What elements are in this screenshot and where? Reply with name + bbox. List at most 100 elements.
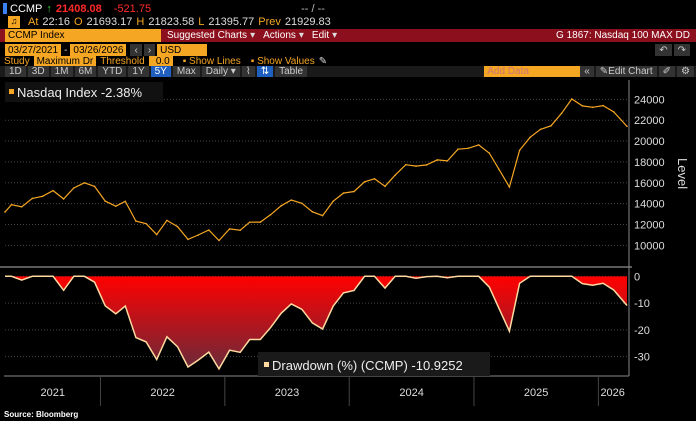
drawdown-area bbox=[5, 276, 627, 369]
prev-label: Prev bbox=[258, 16, 281, 28]
high-label: H bbox=[136, 16, 145, 28]
pencil-icon[interactable]: ✎ bbox=[318, 56, 328, 67]
price-point bbox=[457, 148, 459, 150]
date-bar: 03/27/2021- 03/26/2026 ‹ › USD ↶ ↷ bbox=[0, 44, 696, 56]
period-ytd[interactable]: YTD bbox=[98, 66, 127, 77]
back-button[interactable]: ‹ bbox=[130, 44, 142, 56]
price-point bbox=[145, 222, 147, 225]
gear-icon[interactable]: ⚙ bbox=[677, 66, 694, 77]
threshold-input[interactable]: 0.0 bbox=[148, 56, 173, 67]
price-point bbox=[187, 238, 189, 241]
price-point bbox=[290, 199, 293, 201]
price-point bbox=[612, 111, 615, 113]
bell-icon[interactable]: ♫ bbox=[8, 16, 20, 28]
collapse-icon[interactable]: « bbox=[580, 66, 594, 77]
edit-menu[interactable]: Edit bbox=[311, 30, 330, 41]
quote-line: CCMP ↑ 21408.08 -521.75 -- / -- bbox=[0, 2, 696, 15]
price-point bbox=[248, 221, 251, 224]
price-point bbox=[415, 165, 417, 167]
price-point bbox=[518, 149, 521, 152]
line-chart-icon[interactable]: ⌇ bbox=[241, 66, 255, 77]
actions-menu[interactable]: Actions bbox=[263, 30, 296, 41]
currency-select[interactable]: USD bbox=[157, 44, 208, 56]
price-point bbox=[114, 205, 117, 208]
price-point bbox=[239, 229, 241, 232]
price-point bbox=[176, 225, 179, 228]
price-point bbox=[228, 228, 231, 230]
price-point bbox=[218, 239, 220, 242]
price-point bbox=[301, 202, 303, 205]
y-tick-label: 20000 bbox=[634, 136, 665, 148]
price-point bbox=[4, 211, 6, 213]
price-point bbox=[321, 214, 324, 217]
open: 21693.17 bbox=[86, 16, 133, 28]
table-button[interactable]: Table bbox=[275, 66, 308, 77]
period-3d[interactable]: 3D bbox=[27, 66, 49, 77]
price-point bbox=[550, 125, 552, 127]
prev: 21929.83 bbox=[284, 16, 331, 28]
price-point bbox=[498, 168, 500, 171]
price-point bbox=[10, 203, 13, 206]
period-1y[interactable]: 1Y bbox=[128, 66, 149, 77]
add-data-input[interactable]: Add Data bbox=[484, 66, 581, 77]
frequency-select[interactable]: Daily ▾ bbox=[201, 66, 240, 77]
security-field[interactable]: CCMP Index bbox=[5, 29, 161, 42]
y-tick-label: 22000 bbox=[634, 115, 665, 127]
time: 22:16 bbox=[42, 16, 70, 28]
price-point bbox=[477, 144, 480, 146]
price-point bbox=[405, 163, 407, 166]
edit-chart-button[interactable]: ✎ Edit Chart bbox=[595, 66, 657, 77]
y-tick-label: 0 bbox=[634, 271, 640, 283]
chart-title: G 1867: Nasdaq 100 MAX DD bbox=[556, 30, 690, 41]
price-point bbox=[394, 174, 397, 176]
price-point bbox=[529, 136, 532, 139]
at-label: At bbox=[28, 16, 39, 28]
ticker: CCMP bbox=[10, 2, 43, 15]
period-1d[interactable]: 1D bbox=[5, 66, 26, 77]
y-tick-label: 24000 bbox=[634, 94, 665, 106]
price-point bbox=[269, 213, 272, 216]
price-point bbox=[626, 125, 628, 128]
x-tick-label: 2024 bbox=[399, 387, 423, 399]
net-change: -521.75 bbox=[113, 2, 152, 15]
price-point bbox=[342, 192, 345, 194]
period-1m[interactable]: 1M bbox=[50, 66, 73, 77]
annotate-icon[interactable]: ✐ bbox=[658, 66, 676, 77]
period-5y[interactable]: 5Y bbox=[150, 66, 171, 77]
x-tick-label: 2025 bbox=[524, 387, 548, 399]
show-lines-checkbox[interactable]: ▪ Show Lines bbox=[182, 56, 241, 67]
forward-button[interactable]: › bbox=[143, 44, 156, 56]
period-6m[interactable]: 6M bbox=[74, 66, 97, 77]
start-date-input[interactable]: 03/27/2021 bbox=[5, 44, 62, 56]
undo-button[interactable]: ↶ bbox=[655, 44, 672, 56]
legend-swatch bbox=[264, 362, 269, 367]
legend-box bbox=[258, 352, 490, 376]
drawdown-line bbox=[5, 275, 628, 371]
end-date-input[interactable]: 03/26/2026 bbox=[70, 44, 127, 56]
redo-button[interactable]: ↷ bbox=[673, 44, 690, 56]
y-tick-label: 16000 bbox=[634, 178, 665, 190]
show-values-checkbox[interactable]: ▪ Show Values bbox=[250, 56, 315, 67]
command-bar: CCMP Index Suggested Charts ▾ Actions ▾ Ed… bbox=[0, 29, 696, 42]
legend-swatch bbox=[9, 89, 14, 94]
low-label: L bbox=[198, 16, 205, 28]
x-tick-label: 2022 bbox=[150, 387, 174, 399]
price-point bbox=[208, 229, 210, 231]
y-tick-label: -30 bbox=[634, 352, 650, 364]
study-select[interactable]: Maximum Dr bbox=[33, 56, 97, 67]
period-max[interactable]: Max bbox=[172, 66, 200, 77]
price-point bbox=[581, 105, 584, 107]
price-point bbox=[591, 106, 594, 109]
suggested-charts-menu[interactable]: Suggested Charts bbox=[167, 30, 248, 41]
chart-type-icon[interactable]: ⇅ bbox=[256, 66, 274, 77]
price-point bbox=[31, 197, 34, 200]
high: 21823.58 bbox=[148, 16, 195, 28]
period-bar: 1D 3D 1M 6M YTD 1Y 5Y Max Daily ▾ ⌇ ⇅ Table Add … bbox=[0, 66, 696, 77]
price-point bbox=[363, 181, 366, 183]
y-tick-label: 10000 bbox=[634, 240, 665, 252]
price-point bbox=[425, 164, 428, 166]
focus-marker bbox=[3, 3, 7, 14]
open-label: O bbox=[73, 16, 83, 28]
up-arrow-icon: ↑ bbox=[46, 2, 52, 15]
drawdown-legend: Drawdown (%) (CCMP) -10.9252 bbox=[272, 358, 463, 373]
